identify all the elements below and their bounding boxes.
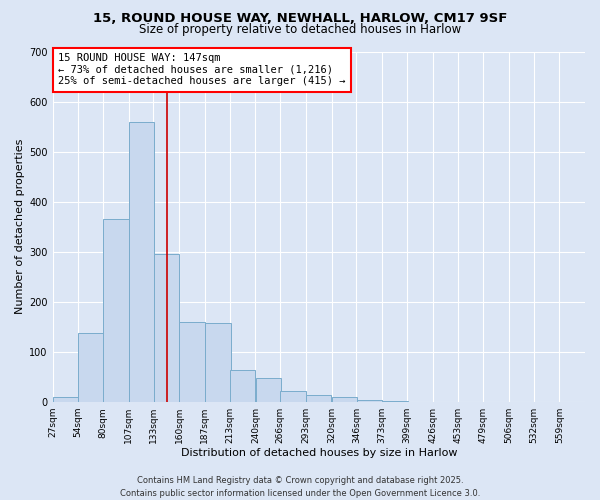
Bar (280, 391, 306, 402)
Text: Contains HM Land Registry data © Crown copyright and database right 2025.
Contai: Contains HM Land Registry data © Crown c… (120, 476, 480, 498)
Bar (382, 401, 407, 402)
Text: 15, ROUND HOUSE WAY, NEWHALL, HARLOW, CM17 9SF: 15, ROUND HOUSE WAY, NEWHALL, HARLOW, CM… (93, 12, 507, 26)
Bar (79, 333, 104, 402)
Bar (230, 370, 255, 402)
X-axis label: Distribution of detached houses by size in Harlow: Distribution of detached houses by size … (181, 448, 457, 458)
Bar (332, 397, 357, 402)
Bar (356, 400, 382, 402)
Bar (103, 220, 128, 402)
Y-axis label: Number of detached properties: Number of detached properties (15, 139, 25, 314)
Text: Size of property relative to detached houses in Harlow: Size of property relative to detached ho… (139, 24, 461, 36)
Bar (129, 122, 154, 402)
Bar (179, 322, 205, 402)
Bar (306, 395, 331, 402)
Bar (205, 323, 230, 402)
Bar (53, 397, 78, 402)
Bar (256, 378, 281, 402)
Text: 15 ROUND HOUSE WAY: 147sqm
← 73% of detached houses are smaller (1,216)
25% of s: 15 ROUND HOUSE WAY: 147sqm ← 73% of deta… (58, 54, 346, 86)
Bar (154, 254, 179, 402)
